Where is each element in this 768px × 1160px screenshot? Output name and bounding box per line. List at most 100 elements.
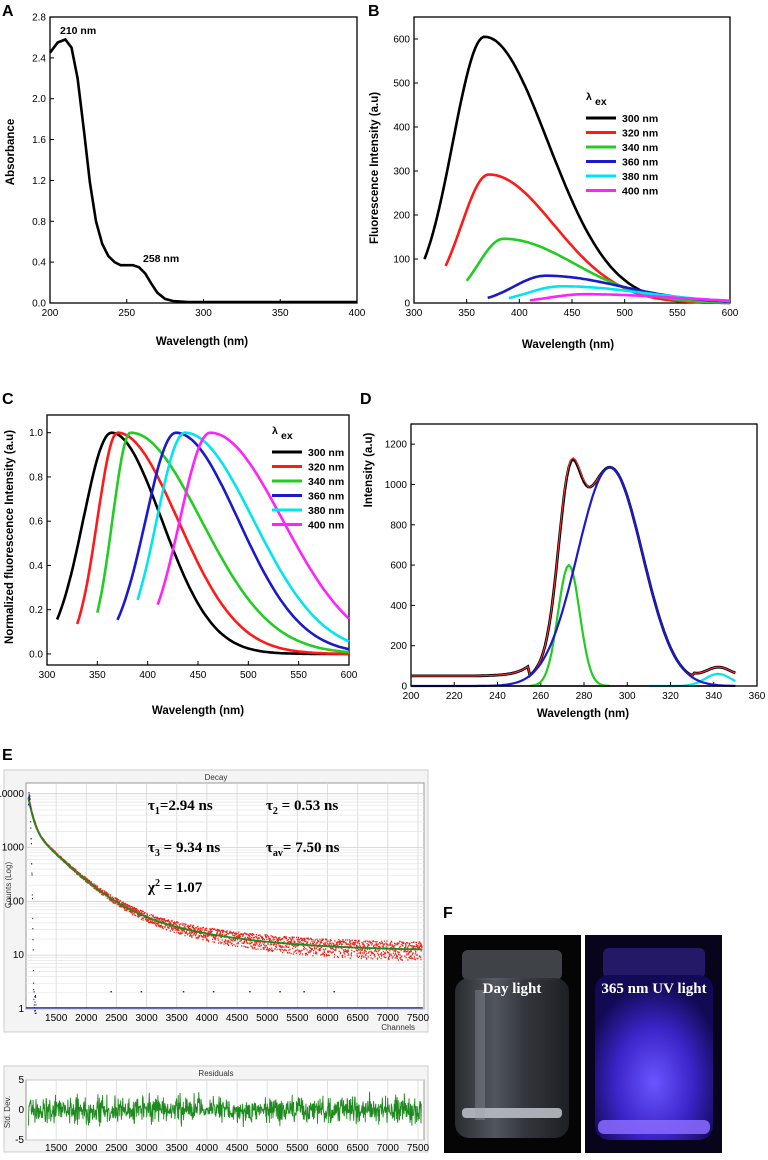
C-ytick-label: 0.2 [29, 605, 43, 616]
residuals-xtick-label: 5000 [256, 1143, 279, 1154]
fluorescence-series-300-nm [423, 35, 731, 305]
residuals-xtick-label: 3000 [135, 1143, 158, 1154]
panel-label-d: D [360, 391, 372, 408]
B-ytick-label: 300 [393, 167, 410, 178]
tau3-value: 9.34 ns [176, 840, 220, 856]
decay-xlabel: Channels [381, 1023, 415, 1032]
panel-f-photos: Day light 365 nm UV light [444, 935, 722, 1153]
C-legend-label: 300 nm [308, 447, 344, 459]
B-xtick-label: 300 [406, 308, 423, 319]
A-ytick-label: 1.2 [32, 176, 46, 187]
D-xtick-label: 220 [446, 691, 463, 702]
panel-label-a: A [2, 3, 14, 20]
B-plot-frame [413, 16, 731, 304]
peak-annotation-210: 210 nm [60, 25, 96, 37]
panel-a-chart: 200 250 300 350 4000.00.40.81.21.62.02.42.8 … [5, 13, 366, 349]
A-ytick-label: 2.4 [32, 53, 46, 64]
decay-xtick-label: 2500 [105, 1013, 128, 1024]
panel-e-residuals: Residuals 1500 2000 2500 3000 3500 4000 4500 50… [3, 1065, 430, 1154]
B-legend-label: 400 nm [622, 186, 658, 198]
C-legend-label: 380 nm [308, 505, 344, 517]
panel-d-ylabel: Intensity (a.u) [363, 432, 375, 507]
decay-ylabel: Counts (Log) [4, 862, 13, 909]
normalized-series-300-nm [55, 431, 349, 656]
panel-a-ylabel: Absorbance [5, 119, 17, 185]
B-xtick-label: 550 [669, 308, 686, 319]
C-legend-label: 360 nm [308, 491, 344, 503]
gaussian-peak-1 [529, 563, 611, 687]
B-ytick-label: 500 [393, 79, 410, 90]
uv-vial [595, 948, 713, 1140]
B-legend-label: 340 nm [622, 142, 658, 154]
C-ytick-label: 0.6 [29, 517, 43, 528]
B-legend-label: 380 nm [622, 171, 658, 183]
residuals-ytick-label: 5 [18, 1075, 24, 1086]
panel-b-xlabel: Wavelength (nm) [522, 339, 614, 351]
A-xtick-label: 350 [272, 308, 289, 319]
B-xtick-label: 500 [616, 308, 633, 319]
D-ytick-label: 1200 [385, 440, 408, 451]
panel-c-chart: 300 350 400 450 500 550 6000.00.20.40.60.81.0 … [4, 414, 358, 717]
decay-xtick-label: 4000 [196, 1013, 219, 1024]
C-xtick-label: 450 [190, 670, 207, 681]
A-ytick-label: 0.8 [32, 217, 46, 228]
D-ytick-label: 1000 [385, 480, 408, 491]
A-ytick-label: 2.0 [32, 94, 46, 105]
panel-label-e: E [2, 747, 13, 764]
residuals-xtick-label: 6500 [347, 1143, 370, 1154]
B-ytick-label: 200 [393, 211, 410, 222]
daylight-label: Day light [483, 981, 542, 997]
C-legend-label: 400 nm [308, 520, 344, 532]
decay-xtick-label: 6000 [316, 1013, 339, 1024]
fluorescence-series-320-nm [444, 173, 731, 305]
C-xtick-label: 600 [341, 670, 358, 681]
C-ytick-label: 1.0 [29, 428, 43, 439]
A-xtick-label: 300 [195, 308, 212, 319]
C-ytick-label: 0.8 [29, 472, 43, 483]
panel-b-ylabel: Fluorescence Intensity (a.u) [369, 92, 381, 244]
B-ytick-label: 400 [393, 123, 410, 134]
tau-av-label: τav= 7.50 ns [266, 840, 340, 859]
panel-c-xlabel: Wavelength (nm) [152, 705, 244, 717]
decay-xtick-label: 3500 [166, 1013, 189, 1024]
tau2-label: τ2 = 0.53 ns [266, 798, 338, 817]
residuals-xtick-label: 5500 [286, 1143, 309, 1154]
A-plot-frame [49, 16, 358, 304]
C-ytick-label: 0.0 [29, 649, 43, 660]
B-legend-label: 300 nm [622, 113, 658, 125]
panel-b-chart: 300 350 400 450 500 550 600 0 100 200 300 400 500 600… [369, 16, 739, 351]
D-ytick-label: 200 [390, 641, 407, 652]
residuals-trace [27, 1091, 422, 1128]
A-xtick-label: 400 [349, 308, 366, 319]
tau-av-value: 7.50 ns [295, 840, 339, 856]
normalized-series-400-nm [156, 431, 350, 620]
decay-plot-area [25, 782, 425, 1010]
decay-xtick-label: 1500 [45, 1013, 68, 1024]
D-xtick-label: 200 [403, 691, 420, 702]
panel-label-b: B [368, 3, 380, 20]
decay-xtick-label: 6500 [347, 1013, 370, 1024]
A-ytick-label: 1.6 [32, 135, 46, 146]
panel-e-decay: Decay 1500 2000 2500 3000 3500 4000 4500 5000 55… [0, 769, 430, 1033]
C-xtick-label: 550 [290, 670, 307, 681]
fluorescence-series-400-nm [529, 292, 730, 302]
A-ytick-label: 0.0 [32, 299, 46, 310]
C-legend-title: λ [272, 425, 278, 437]
D-xtick-label: 260 [532, 691, 549, 702]
residuals-ylabel: Std. Dev. [3, 1096, 12, 1128]
D-ytick-label: 800 [390, 520, 407, 531]
D-xtick-label: 340 [705, 691, 722, 702]
decay-irf-points [26, 792, 423, 1015]
D-ytick-label: 400 [390, 601, 407, 612]
panel-c-ylabel: Normalized fluorescence Intensity (a.u) [4, 430, 16, 644]
panel-label-c: C [2, 391, 14, 408]
chi2-value: 1.07 [176, 880, 203, 896]
fluorescence-series-340-nm [465, 237, 731, 304]
C-legend-label: 340 nm [308, 476, 344, 488]
D-xtick-label: 360 [749, 691, 766, 702]
residuals-xtick-label: 4500 [226, 1143, 249, 1154]
tau1-value: 2.94 ns [168, 798, 212, 814]
decay-ytick-label: 10 [13, 950, 25, 961]
normalized-series-360-nm [116, 431, 350, 651]
